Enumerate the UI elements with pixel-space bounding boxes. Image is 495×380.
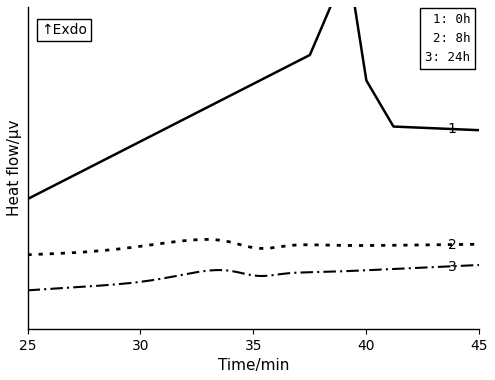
Text: ↑Exdo: ↑Exdo: [41, 23, 87, 37]
X-axis label: Time/min: Time/min: [218, 358, 289, 373]
Y-axis label: Heat flow/μv: Heat flow/μv: [7, 120, 22, 216]
Text: 3: 3: [447, 260, 456, 274]
Text: 2: 2: [447, 238, 456, 252]
Text: 1: 0h
2: 8h
3: 24h: 1: 0h 2: 8h 3: 24h: [425, 13, 470, 64]
Text: 1: 1: [447, 122, 456, 136]
